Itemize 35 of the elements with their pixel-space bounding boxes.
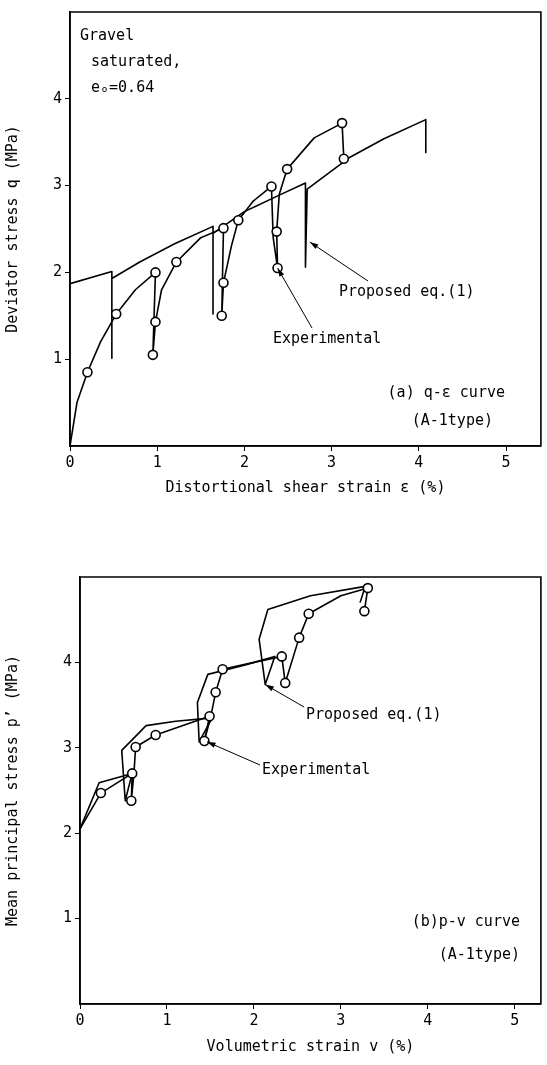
y-tick-label: 3 <box>62 737 72 756</box>
x-axis-title: Distortional shear strain ε (%) <box>165 477 446 496</box>
y-tick-label: 4 <box>62 652 72 671</box>
y-tick-label: 1 <box>52 349 62 368</box>
x-tick-label: 2 <box>239 452 249 471</box>
annotation: Proposed eq.(1) <box>339 281 475 300</box>
y-tick-label: 4 <box>52 88 62 107</box>
x-tick-label: 3 <box>336 1010 346 1029</box>
y-axis-title: Mean principal stress p’ (MPa) <box>2 655 21 926</box>
annotation: Proposed eq.(1) <box>306 704 442 723</box>
annotation: (A-1type) <box>411 410 493 429</box>
annotation: (b)p-v curve <box>411 911 520 930</box>
x-tick-label: 1 <box>152 452 162 471</box>
x-tick-label: 0 <box>65 452 75 471</box>
annotation: eₒ=0.64 <box>91 77 155 96</box>
x-tick-label: 5 <box>501 452 511 471</box>
x-tick-label: 0 <box>75 1010 85 1029</box>
x-axis-title: Volumetric strain v (%) <box>206 1036 415 1055</box>
x-tick-label: 3 <box>327 452 337 471</box>
x-tick-label: 2 <box>249 1010 259 1029</box>
annotation: (a) q-ε curve <box>387 382 505 401</box>
x-tick-label: 1 <box>162 1010 172 1029</box>
annotation: Gravel <box>80 25 135 44</box>
annotation: saturated, <box>91 51 182 70</box>
y-tick-label: 3 <box>52 175 62 194</box>
annotation: (A-1type) <box>438 944 520 963</box>
x-tick-label: 5 <box>510 1010 520 1029</box>
y-tick-label: 1 <box>62 908 72 927</box>
y-axis-title: Deviator stress q (MPa) <box>2 125 21 333</box>
x-tick-label: 4 <box>414 452 424 471</box>
y-tick-label: 2 <box>62 823 72 842</box>
x-tick-label: 4 <box>423 1010 433 1029</box>
annotation: Experimental <box>273 328 382 347</box>
y-tick-label: 2 <box>52 262 62 281</box>
annotation: Experimental <box>262 759 371 778</box>
